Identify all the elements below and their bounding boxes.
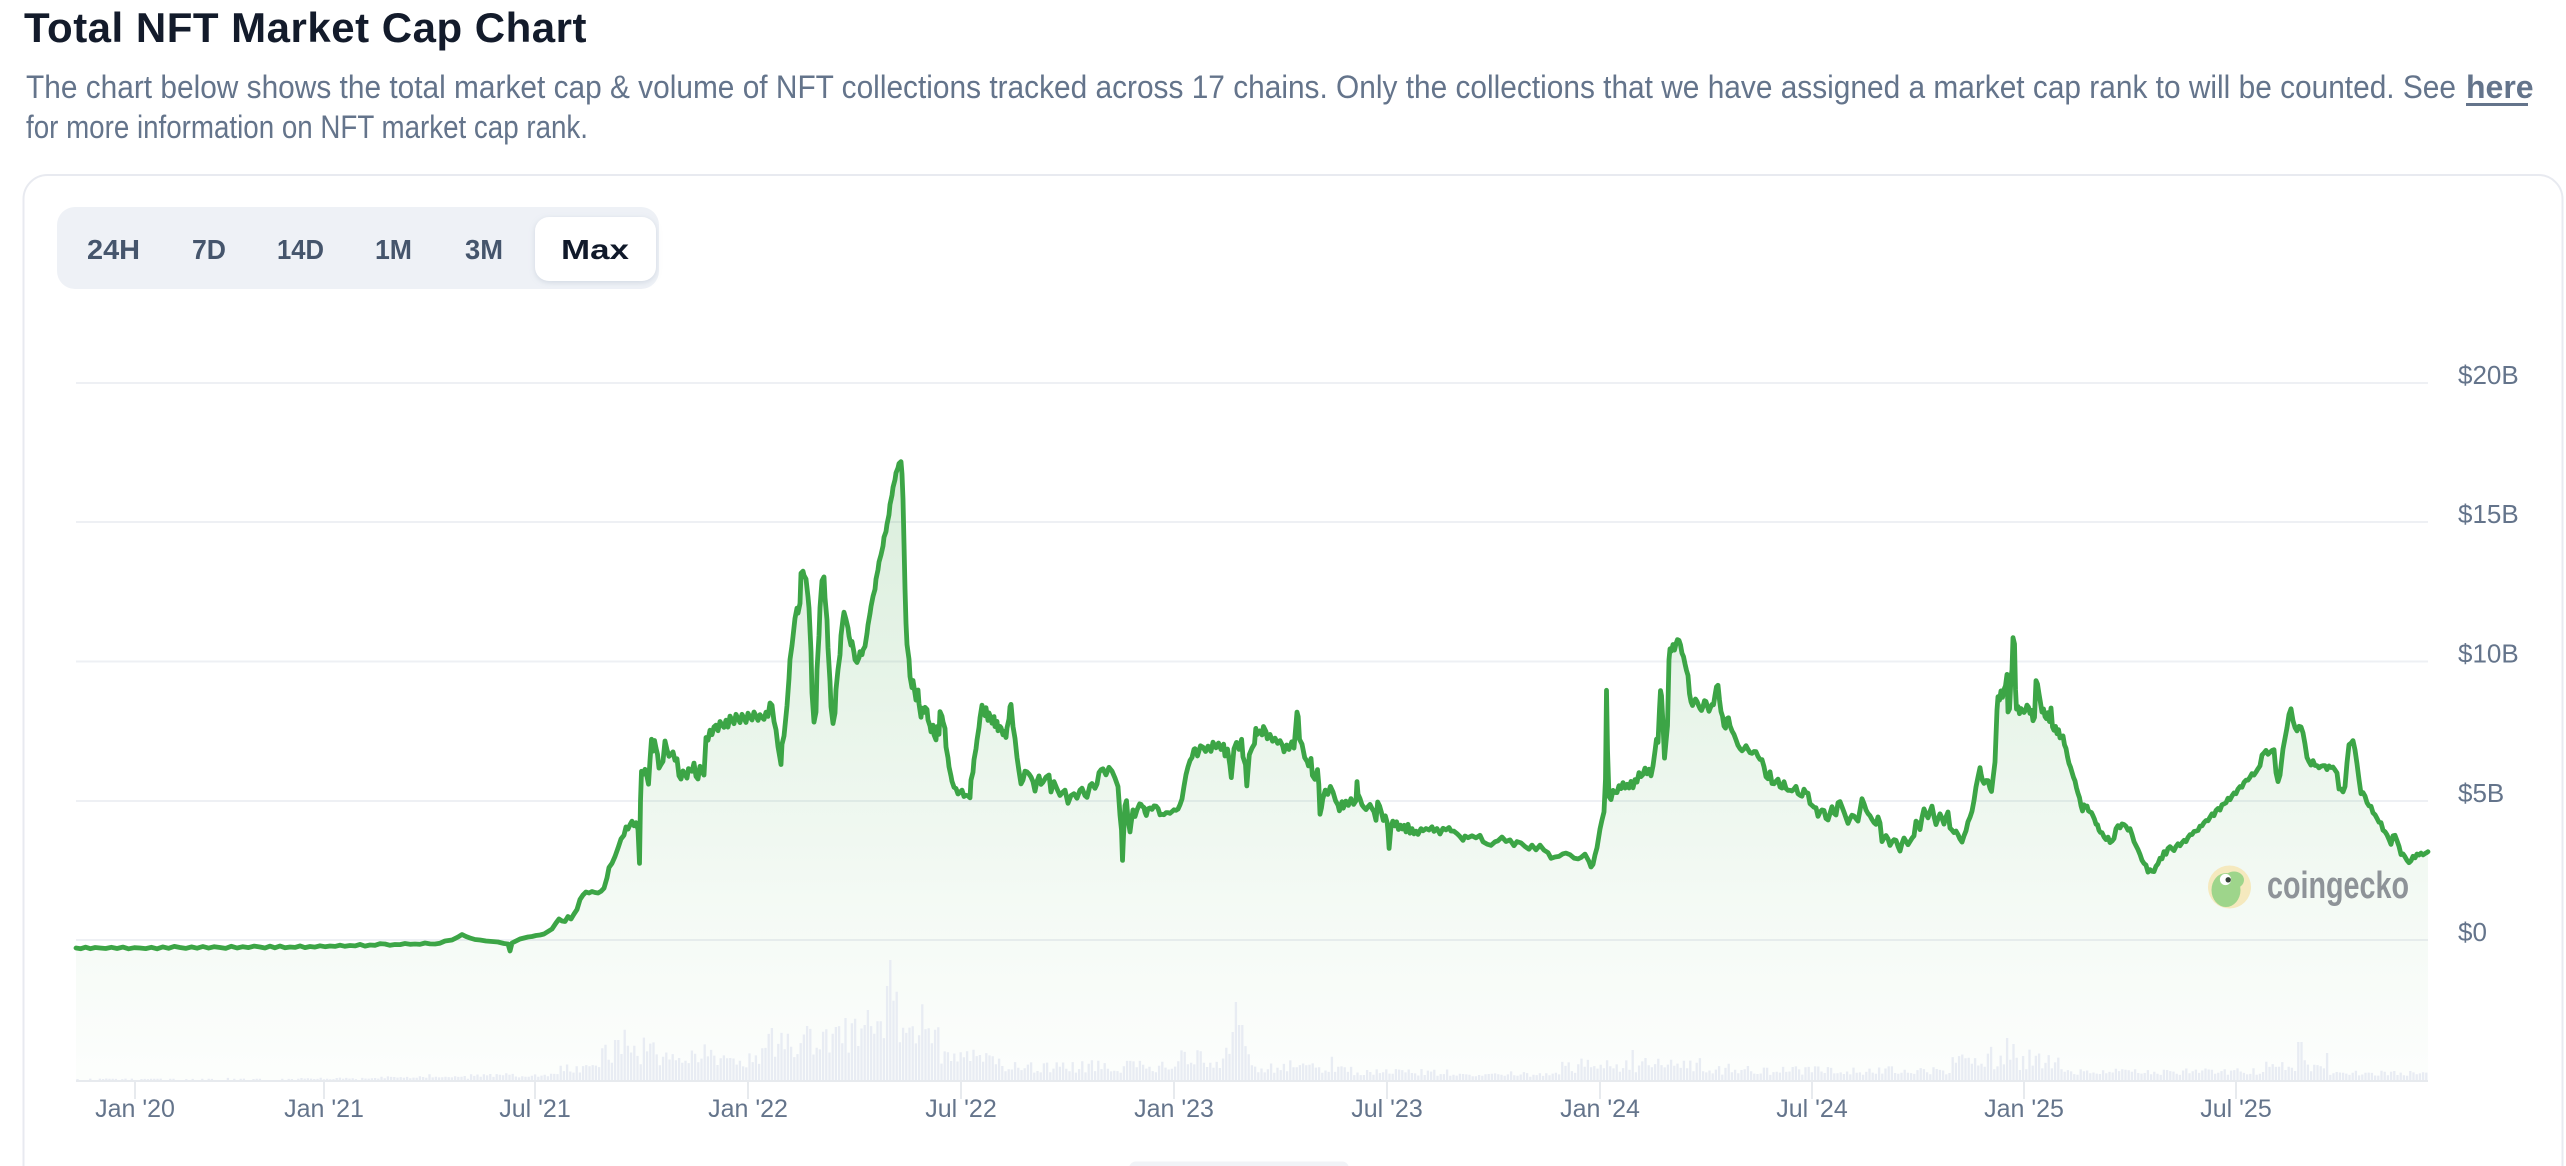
svg-text:$15B: $15B [2458,499,2519,529]
svg-text:$0: $0 [2458,917,2487,947]
svg-text:for more information on NFT ma: for more information on NFT market cap r… [26,109,588,145]
svg-text:24H: 24H [87,234,140,265]
svg-text:$20B: $20B [2458,360,2519,390]
svg-text:$5B: $5B [2458,778,2504,808]
svg-text:Jul '21: Jul '21 [499,1095,570,1123]
svg-text:Jul '22: Jul '22 [925,1095,996,1123]
svg-text:The chart below shows the tota: The chart below shows the total market c… [26,69,2456,105]
svg-text:Jan '21: Jan '21 [284,1095,364,1123]
svg-text:Jul '23: Jul '23 [1351,1095,1422,1123]
svg-text:Jan '22: Jan '22 [708,1095,788,1123]
svg-text:Jan '20: Jan '20 [95,1095,175,1123]
svg-text:$10B: $10B [2458,639,2519,669]
svg-text:Total NFT Market Cap Chart: Total NFT Market Cap Chart [24,4,587,51]
svg-text:7D: 7D [192,234,226,265]
svg-text:Jul '25: Jul '25 [2200,1095,2271,1123]
svg-text:Jan '24: Jan '24 [1560,1095,1640,1123]
svg-text:14D: 14D [277,234,324,265]
svg-text:Max: Max [561,234,630,265]
svg-text:coingecko: coingecko [2267,865,2409,907]
svg-text:Jan '23: Jan '23 [1134,1095,1214,1123]
svg-text:Jul '24: Jul '24 [1776,1095,1848,1123]
svg-text:here: here [2466,69,2534,105]
svg-text:Jan '25: Jan '25 [1984,1095,2064,1123]
svg-text:1M: 1M [375,234,412,265]
svg-text:3M: 3M [465,234,503,265]
